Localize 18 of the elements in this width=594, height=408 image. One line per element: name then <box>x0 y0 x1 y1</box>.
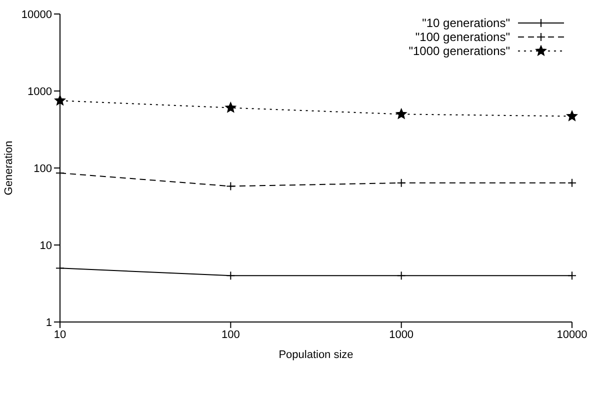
x-tick-label: 10000 <box>556 328 588 341</box>
y-tick-label: 10000 <box>21 8 52 21</box>
x-tick-label: 1000 <box>389 328 414 341</box>
x-tick-label: 100 <box>221 328 240 341</box>
y-tick-label: 100 <box>34 162 52 175</box>
point <box>396 108 407 119</box>
point <box>54 95 66 106</box>
legend-label: "100 generations" <box>415 30 510 44</box>
point <box>566 110 578 121</box>
y-tick-label: 10 <box>40 240 52 252</box>
y-tick-label: 1 <box>46 316 52 329</box>
y-tick-label: 1000 <box>28 86 52 98</box>
legend-label: "10 generations" <box>422 16 510 30</box>
legend-label: "1000 generations" <box>408 44 510 58</box>
y-axis-title: Generation <box>2 140 15 196</box>
x-axis-title: Population size <box>278 349 354 361</box>
x-tick-label: 10 <box>54 328 66 341</box>
point <box>225 102 236 112</box>
